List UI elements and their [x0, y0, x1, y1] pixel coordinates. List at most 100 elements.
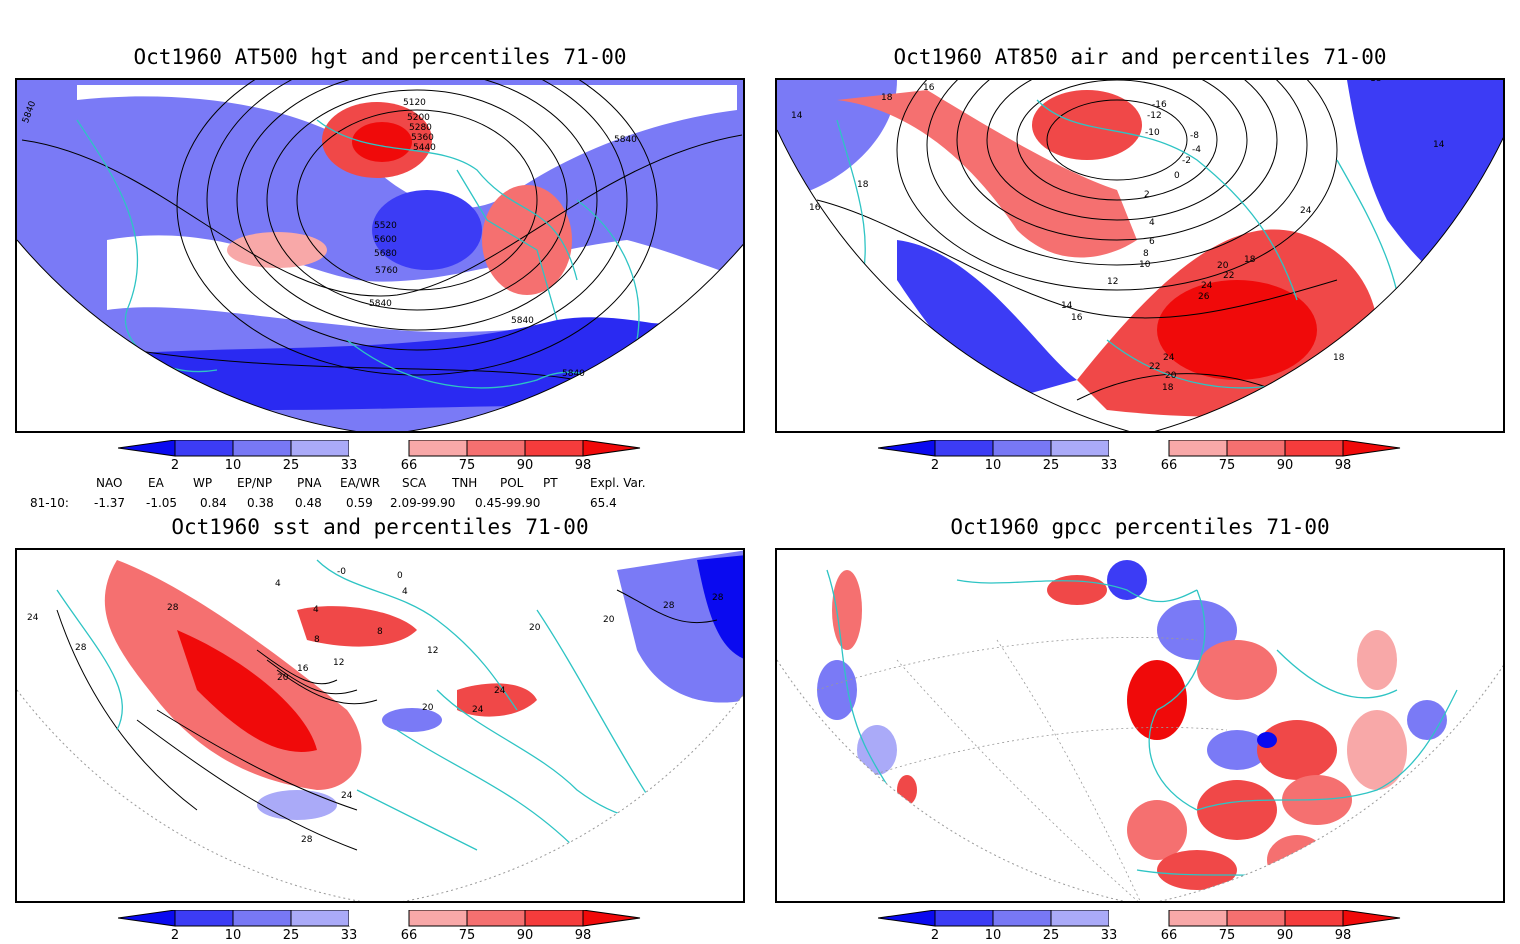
svg-text:24: 24	[1201, 281, 1213, 291]
panel-title-gpcc: Oct1960 gpcc percentiles 71-00	[950, 515, 1330, 539]
colorbar-low-arrow	[117, 909, 176, 927]
svg-text:4: 4	[402, 587, 408, 597]
colorbar-tick-label: 98	[1334, 458, 1352, 473]
colorbar-tick-label: 10	[984, 458, 1002, 473]
colorbar-tick-label: 66	[1160, 928, 1178, 943]
colorbar-tick-label: 75	[458, 928, 476, 943]
map-sst: 28 24 28 4 -0 4 0 4 8 8 12 16 20 20 24 2…	[15, 548, 745, 903]
colorbar-swatch	[934, 909, 994, 927]
air-red-band-1	[837, 90, 1137, 258]
svg-text:20: 20	[277, 673, 289, 683]
index-header: EA	[148, 476, 164, 490]
hgt-red-blob-2	[482, 185, 572, 295]
svg-text:12: 12	[333, 658, 344, 668]
colorbar-tick-label: 75	[1218, 458, 1236, 473]
svg-text:20: 20	[422, 703, 434, 713]
map-hgt: 5120 5200 5280 5360 5440 5520 5600 5680 …	[15, 78, 745, 433]
index-header: POL	[500, 476, 524, 490]
svg-text:22: 22	[1149, 362, 1160, 372]
svg-text:20: 20	[1165, 371, 1177, 381]
colorbar-tick-label: 2	[170, 928, 180, 943]
colorbar-tick-label: 33	[1100, 458, 1118, 473]
colorbar-tick-label: 98	[574, 928, 592, 943]
svg-text:8: 8	[1143, 249, 1149, 259]
colorbar-tick-label: 90	[1276, 928, 1294, 943]
colorbar-tick-label: 98	[1334, 928, 1352, 943]
colorbar-swatch	[1109, 440, 1169, 456]
svg-text:12: 12	[427, 646, 438, 656]
colorbar-swatch	[1226, 909, 1286, 927]
colorbar-swatch	[1168, 439, 1228, 457]
svg-text:22: 22	[1223, 271, 1234, 281]
colorbar-swatches	[117, 909, 641, 927]
svg-text:5600: 5600	[374, 235, 397, 245]
svg-text:18: 18	[1162, 383, 1174, 393]
colorbar-tick-label: 2	[930, 928, 940, 943]
index-header: NAO	[96, 476, 123, 490]
colorbar-swatch	[466, 909, 526, 927]
svg-text:24: 24	[494, 686, 506, 696]
svg-text:5440: 5440	[413, 143, 436, 153]
svg-text:24: 24	[27, 613, 39, 623]
index-value: 0.45-99.90	[475, 496, 541, 510]
colorbar-swatch	[174, 909, 234, 927]
svg-text:18: 18	[1370, 80, 1382, 84]
svg-text:18: 18	[1244, 255, 1256, 265]
svg-text:10: 10	[1139, 260, 1151, 270]
svg-text:4: 4	[275, 579, 281, 589]
index-header: EP/NP	[237, 476, 273, 490]
colorbar-swatch	[1226, 439, 1286, 457]
colorbar-swatch	[1284, 909, 1344, 927]
svg-text:28: 28	[301, 835, 313, 845]
svg-text:18: 18	[881, 93, 893, 103]
svg-text:28: 28	[167, 603, 179, 613]
map-gpcc	[775, 548, 1505, 903]
index-value: 0.48	[295, 496, 322, 510]
index-headers: NAO EA WP EP/NP PNA EA/WR SCA TNH POL PT…	[0, 476, 760, 492]
index-values: 81-10: -1.37 -1.05 0.84 0.38 0.48 0.59 2…	[0, 496, 760, 512]
sst-contour-labels: 28 24 28 4 -0 4 0 4 8 8 12 16 20 20 24 2…	[27, 567, 724, 845]
colorbar-tick-label: 25	[282, 928, 300, 943]
colorbar-swatch	[232, 439, 292, 457]
map-gpcc-svg	[777, 550, 1503, 901]
svg-text:16: 16	[1071, 313, 1083, 323]
colorbar-swatch	[408, 439, 468, 457]
svg-text:-2: -2	[1182, 156, 1191, 166]
svg-text:12: 12	[1107, 277, 1118, 287]
colorbar-tick-label: 66	[1160, 458, 1178, 473]
colorbar-swatch	[349, 910, 409, 926]
colorbar-swatch	[1050, 909, 1110, 927]
index-value: -1.05	[146, 496, 178, 510]
svg-text:16: 16	[297, 664, 309, 674]
svg-text:28: 28	[75, 643, 87, 653]
svg-text:2: 2	[1144, 190, 1150, 200]
colorbar-tick-label: 25	[1042, 928, 1060, 943]
colorbar-tick-label: 75	[458, 458, 476, 473]
svg-text:-4: -4	[1192, 145, 1201, 155]
hgt-blue-blob	[372, 190, 482, 270]
svg-text:5680: 5680	[374, 249, 397, 259]
map-sst-svg: 28 24 28 4 -0 4 0 4 8 8 12 16 20 20 24 2…	[17, 550, 743, 901]
svg-text:-0: -0	[337, 567, 346, 577]
svg-text:8: 8	[377, 627, 383, 637]
colorbar-tick-label: 33	[340, 928, 358, 943]
svg-text:0: 0	[397, 571, 403, 581]
svg-text:24: 24	[341, 791, 353, 801]
svg-text:20: 20	[603, 615, 615, 625]
colorbar-swatches	[117, 439, 641, 457]
index-header: PNA	[297, 476, 322, 490]
svg-text:8: 8	[314, 635, 320, 645]
colorbar-gpcc: 2 10 25 33 66 75 90 98	[877, 909, 1408, 944]
colorbar-swatch	[1109, 910, 1169, 926]
colorbar-low-arrow	[877, 439, 936, 457]
colorbar-tick-label: 75	[1218, 928, 1236, 943]
svg-text:14: 14	[1433, 140, 1445, 150]
index-header: TNH	[452, 476, 478, 490]
colorbar-tick-label: 98	[574, 458, 592, 473]
svg-text:5360: 5360	[411, 133, 434, 143]
svg-text:-8: -8	[1190, 131, 1199, 141]
colorbar-air: 2 10 25 33 66 75 90 98	[877, 439, 1408, 474]
svg-text:-10: -10	[1145, 128, 1160, 138]
colorbar-sst: 2 10 25 33 66 75 90 98	[117, 909, 648, 944]
map-air: 18 16 14 14 18 16 -16 -12 -10 -8 -4 -2 0…	[775, 78, 1505, 433]
